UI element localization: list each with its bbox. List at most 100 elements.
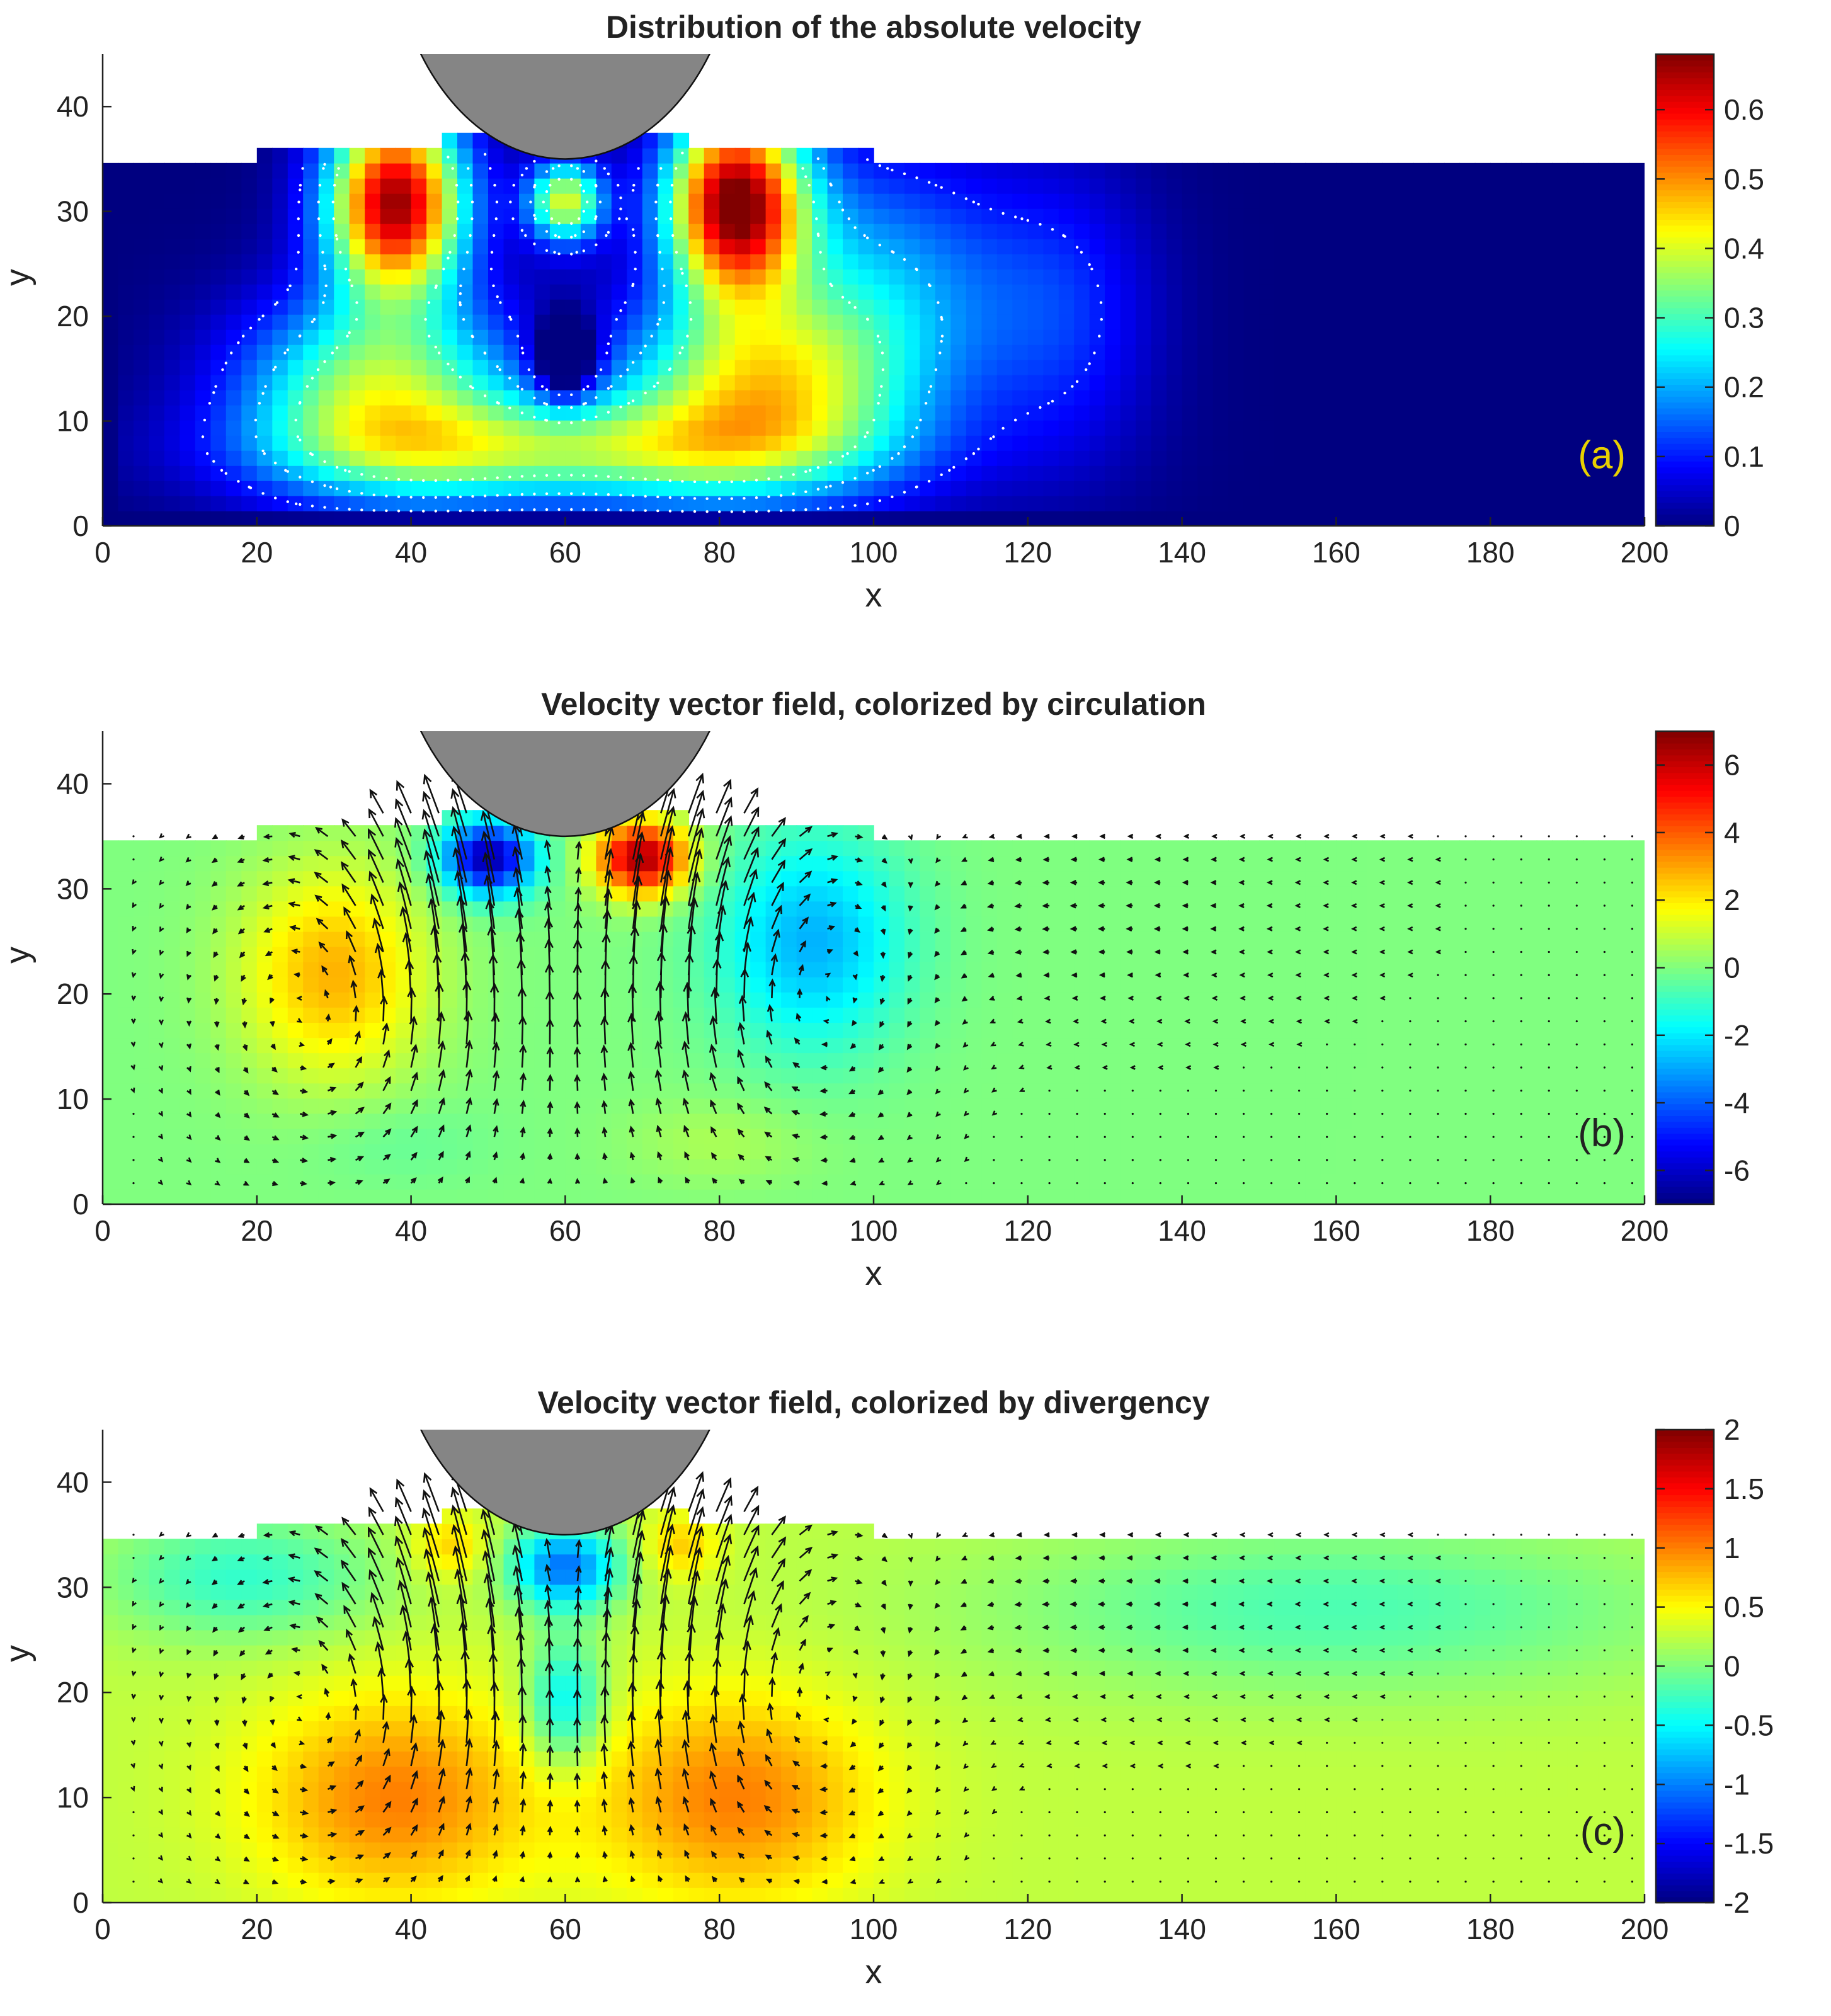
heatmap-cell: [734, 976, 751, 993]
heatmap-cell: [1120, 931, 1136, 947]
colorbar-band: [1656, 89, 1714, 96]
heatmap-cell: [256, 1083, 273, 1099]
heatmap-cell: [149, 208, 165, 224]
heatmap-cell: [164, 855, 181, 872]
heatmap-cell: [1351, 314, 1368, 330]
heatmap-cell: [874, 208, 890, 224]
heatmap-cell: [996, 511, 1013, 526]
heatmap-cell: [549, 931, 566, 947]
heatmap-cell: [1505, 208, 1522, 224]
colorbar-band: [1656, 384, 1714, 391]
heatmap-cell: [920, 344, 936, 360]
heatmap-cell: [1197, 359, 1214, 375]
heatmap-cell: [981, 1022, 998, 1039]
heatmap-cell: [1197, 886, 1214, 902]
contour-line-segment: [864, 435, 867, 438]
heatmap-cell: [596, 389, 612, 406]
heatmap-cell: [442, 481, 458, 496]
heatmap-cell: [1182, 314, 1198, 330]
heatmap-cell: [596, 283, 612, 300]
heatmap-cell: [426, 359, 443, 375]
heatmap-cell: [1259, 450, 1275, 466]
contour-line-segment: [619, 196, 622, 200]
heatmap-cell: [303, 420, 319, 436]
heatmap-cell: [457, 314, 474, 330]
heatmap-cell: [349, 147, 365, 164]
heatmap-cell: [1105, 329, 1121, 345]
contour-line-segment: [348, 489, 351, 493]
heatmap-cell: [318, 223, 334, 239]
heatmap-cell: [534, 420, 550, 436]
heatmap-cell: [195, 283, 212, 300]
heatmap-cell: [889, 1068, 905, 1084]
heatmap-cell: [1398, 374, 1414, 390]
heatmap-cell: [519, 1113, 535, 1129]
heatmap-cell: [442, 253, 458, 270]
heatmap-cell: [1197, 1052, 1214, 1069]
heatmap-cell: [950, 511, 967, 526]
contour-line-segment: [312, 317, 316, 321]
heatmap-cell: [225, 314, 242, 330]
heatmap-cell: [349, 238, 365, 254]
heatmap-cell: [658, 208, 674, 224]
contour-line-segment: [924, 402, 928, 405]
heatmap-cell: [1212, 1052, 1229, 1069]
heatmap-cell: [642, 208, 659, 224]
heatmap-cell: [272, 389, 288, 406]
heatmap-cell: [241, 193, 258, 209]
heatmap-cell: [765, 268, 782, 285]
heatmap-cell: [1074, 886, 1090, 902]
heatmap-cell: [627, 511, 643, 526]
heatmap-cell: [1259, 465, 1275, 481]
heatmap-cell: [734, 238, 751, 254]
heatmap-cell: [874, 840, 890, 857]
heatmap-cell: [580, 404, 597, 421]
heatmap-cell: [796, 450, 813, 466]
heatmap-cell: [935, 253, 952, 270]
heatmap-cell: [858, 976, 874, 993]
heatmap-cell: [1413, 314, 1430, 330]
heatmap-cell: [365, 961, 381, 977]
heatmap-cell: [981, 976, 998, 993]
heatmap-cell: [1120, 404, 1136, 421]
contour-line-segment: [372, 493, 375, 496]
heatmap-cell: [1490, 450, 1507, 466]
heatmap-cell: [1629, 389, 1645, 406]
contour-line-segment: [335, 237, 339, 241]
contour-line-segment: [447, 510, 450, 513]
heatmap-cell: [149, 901, 165, 917]
heatmap-cell: [843, 1143, 859, 1159]
heatmap-cell: [1228, 1113, 1245, 1129]
heatmap-cell: [118, 961, 134, 977]
colorbar-band: [1656, 207, 1714, 214]
heatmap-cell: [225, 976, 242, 993]
heatmap-cell: [1598, 223, 1614, 239]
heatmap-cell: [1429, 193, 1445, 209]
heatmap-cell: [642, 931, 659, 947]
heatmap-cell: [411, 1188, 427, 1204]
contour-line-segment: [545, 402, 549, 406]
heatmap-cell: [1074, 901, 1090, 917]
heatmap-cell: [1027, 223, 1044, 239]
heatmap-cell: [210, 1022, 227, 1039]
heatmap-cell: [1228, 238, 1245, 254]
heatmap-cell: [1505, 389, 1522, 406]
heatmap-cell: [1166, 1188, 1183, 1204]
heatmap-cell: [812, 299, 828, 315]
heatmap-cell: [164, 901, 181, 917]
contour-line-segment: [274, 365, 277, 369]
heatmap-cell: [225, 374, 242, 390]
heatmap-cell: [256, 825, 273, 841]
contour-line-segment: [442, 268, 445, 271]
contour-line-segment: [471, 477, 474, 481]
heatmap-cell: [241, 855, 258, 872]
contour-line-segment: [284, 469, 287, 472]
heatmap-cell: [750, 374, 767, 390]
heatmap-cell: [1567, 404, 1583, 421]
heatmap-cell: [1598, 162, 1614, 179]
heatmap-cell: [534, 435, 550, 451]
heatmap-cell: [904, 1173, 921, 1190]
contour-line-segment: [457, 200, 460, 203]
heatmap-cell: [874, 329, 890, 345]
heatmap-cell: [426, 193, 443, 209]
